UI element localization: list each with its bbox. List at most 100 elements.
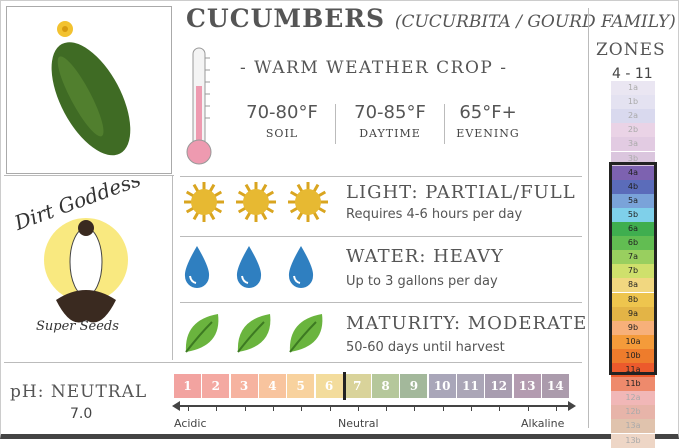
ph-cell-2: 2 <box>202 374 230 398</box>
zone-8b: 8b <box>611 292 655 307</box>
zone-8a: 8a <box>611 278 655 293</box>
zone-9a: 9a <box>611 306 655 321</box>
sun-icon <box>234 180 278 228</box>
divider <box>180 302 582 303</box>
zone-12a: 12a <box>611 391 655 406</box>
ph-tick <box>527 405 529 411</box>
ph-tick <box>329 405 331 411</box>
divider <box>4 362 582 363</box>
zone-5a: 5a <box>611 193 655 208</box>
arrow-right-icon <box>568 401 576 411</box>
temp-daytime: 70-85°F DAYTIME <box>340 102 440 140</box>
zone-10a: 10a <box>611 334 655 349</box>
zone-13a: 13a <box>611 419 655 434</box>
zone-4a: 4a <box>611 165 655 180</box>
ph-arrow-line <box>174 405 572 407</box>
maturity-heading: MATURITY: MODERATE <box>346 313 588 334</box>
ph-tick <box>555 405 557 411</box>
ph-tick <box>216 405 218 411</box>
leaf-icon <box>182 310 222 360</box>
zone-12b: 12b <box>611 405 655 420</box>
dirt-goddess-logo: Dirt Goddess Super Seeds <box>6 167 166 354</box>
divider <box>180 236 582 237</box>
ph-acidic-label: Acidic <box>174 417 207 430</box>
zone-9b: 9b <box>611 320 655 335</box>
zone-6b: 6b <box>611 236 655 251</box>
ph-label: pH: NEUTRAL <box>10 382 148 402</box>
arrow-left-icon <box>172 401 180 411</box>
zone-1b: 1b <box>611 95 655 110</box>
zone-3a: 3a <box>611 137 655 152</box>
zone-11b: 11b <box>611 377 655 392</box>
ph-cell-10: 10 <box>428 374 456 398</box>
ph-cell-13: 13 <box>513 374 541 398</box>
temp-label: EVENING <box>456 127 520 140</box>
ph-cell-7: 7 <box>343 374 371 398</box>
temp-label: DAYTIME <box>359 127 421 140</box>
ph-cell-1: 1 <box>174 374 201 398</box>
sun-icon <box>286 180 330 228</box>
temp-value: 70-85°F <box>354 102 426 123</box>
ph-tick <box>442 405 444 411</box>
divider <box>444 104 445 144</box>
svg-text:Super Seeds: Super Seeds <box>36 319 119 334</box>
light-detail: Requires 4-6 hours per day <box>346 207 523 222</box>
zone-7a: 7a <box>611 250 655 265</box>
crop-type: - WARM WEATHER CROP - <box>240 58 508 78</box>
subtitle: (CUCURBITA / GOURD FAMILY) <box>394 12 676 32</box>
temp-value: 65°F+ <box>459 102 517 123</box>
divider <box>180 176 582 177</box>
title-text: CUCUMBERS <box>186 4 386 33</box>
ph-tick <box>471 405 472 411</box>
ph-cell-12: 12 <box>485 374 513 398</box>
ph-alkaline-label: Alkaline <box>521 417 565 430</box>
zone-2a: 2a <box>611 109 655 124</box>
ph-cell-9: 9 <box>400 374 428 398</box>
ph-cell-5: 5 <box>287 374 315 398</box>
light-heading: LIGHT: PARTIAL/FULL <box>346 182 576 203</box>
ph-tick <box>244 405 246 411</box>
zone-6a: 6a <box>611 222 655 237</box>
zone-5b: 5b <box>611 207 655 222</box>
temp-label: SOIL <box>265 127 299 140</box>
ph-marker <box>342 372 346 400</box>
cucumber-photo <box>6 6 172 174</box>
sun-icon <box>182 180 226 228</box>
page-title: CUCUMBERS (CUCURBITA / GOURD FAMILY) <box>186 4 676 33</box>
divider <box>4 175 174 176</box>
zone-13b: 13b <box>611 433 655 448</box>
divider <box>335 104 336 144</box>
temp-value: 70-80°F <box>246 102 318 123</box>
ph-cell-3: 3 <box>230 374 258 398</box>
water-detail: Up to 3 gallons per day <box>346 274 498 289</box>
maturity-detail: 50-60 days until harvest <box>346 340 505 355</box>
zones-title: ZONES <box>596 40 666 60</box>
ph-tick <box>499 405 501 411</box>
zone-10b: 10b <box>611 348 655 363</box>
ph-tick <box>301 405 303 411</box>
leaf-icon <box>234 310 274 360</box>
ph-tick <box>357 405 359 411</box>
water-heading: WATER: HEAVY <box>346 246 504 267</box>
divider <box>172 176 173 360</box>
ph-cell-4: 4 <box>258 374 286 398</box>
zone-2b: 2b <box>611 123 655 138</box>
ph-tick <box>414 405 416 411</box>
water-drop-icon <box>286 244 316 294</box>
ph-neutral-label: Neutral <box>338 417 379 430</box>
thermometer-icon <box>184 46 214 172</box>
ph-cell-6: 6 <box>315 374 343 398</box>
ph-tick <box>188 405 189 411</box>
ph-cell-14: 14 <box>541 374 569 398</box>
zones-range: 4 - 11 <box>612 66 653 82</box>
leaf-icon <box>286 310 326 360</box>
divider <box>588 8 589 428</box>
ph-tick <box>386 405 388 411</box>
zone-1a: 1a <box>611 81 655 96</box>
ph-tick <box>272 405 274 411</box>
selected-zones-box <box>609 162 657 375</box>
ph-cell-11: 11 <box>457 374 484 398</box>
ph-value: 7.0 <box>70 406 93 422</box>
water-drop-icon <box>234 244 264 294</box>
temp-evening: 65°F+ EVENING <box>438 102 538 140</box>
